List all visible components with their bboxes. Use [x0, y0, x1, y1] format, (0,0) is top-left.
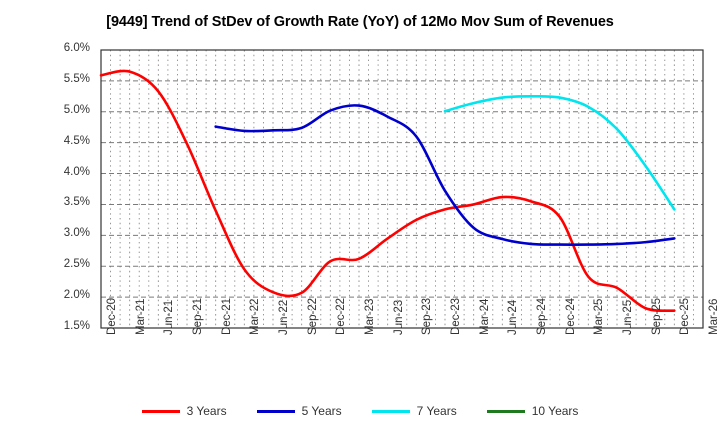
- x-axis-tick-label: Jun-24: [507, 299, 520, 335]
- x-axis-tick-label: Sep-25: [650, 297, 663, 335]
- x-axis-tick-label: Jun-23: [392, 299, 405, 335]
- x-axis-tick-label: Dec-20: [106, 297, 118, 335]
- data-series-group: [99, 69, 676, 313]
- x-axis-tick-label: Dec-22: [335, 297, 348, 335]
- legend-label: 3 Years: [186, 404, 227, 418]
- x-axis-tick-label: Sep-24: [536, 297, 548, 335]
- legend-swatch-icon: [371, 409, 410, 413]
- legend-label: 5 Years: [301, 404, 342, 418]
- y-axis-tick-label: 2.0%: [63, 289, 90, 302]
- y-axis-tick-label: 5.5%: [63, 72, 90, 85]
- x-axis-tick-label: Mar-25: [593, 298, 606, 335]
- x-axis-tick-label: Jun-25: [622, 299, 634, 335]
- x-axis-tick-label: Jun-21: [163, 299, 176, 335]
- series-line-3-years: [99, 69, 676, 313]
- x-axis-tick-label: Mar-22: [249, 298, 262, 335]
- series-line-5-years: [214, 104, 676, 246]
- legend-swatch-icon: [486, 409, 525, 413]
- x-axis-tick-label: Dec-21: [220, 297, 233, 335]
- y-axis-tick-label: 3.5%: [63, 196, 90, 209]
- x-axis-tick-label: Mar-23: [364, 298, 376, 335]
- y-axis-tick-label: 4.0%: [63, 165, 90, 178]
- x-axis-tick-label: Sep-22: [306, 297, 319, 335]
- gridlines-vertical-monthly: [110, 50, 694, 328]
- plot-background: [101, 50, 703, 328]
- y-axis-tick-label: 6.0%: [63, 42, 90, 54]
- x-axis-tick-label: Dec-25: [679, 297, 692, 335]
- legend-swatch-icon: [141, 409, 180, 413]
- legend-item-10-years[interactable]: 10 Years: [486, 404, 579, 418]
- x-axis-tick-label: Dec-23: [450, 297, 462, 335]
- y-axis-tick-label: 2.5%: [63, 258, 90, 271]
- legend-item-7-years[interactable]: 7 Years: [371, 404, 457, 418]
- legend-item-3-years[interactable]: 3 Years: [141, 404, 227, 418]
- legend-label: 7 Years: [416, 404, 457, 418]
- y-axis-tick-label: 5.0%: [63, 103, 90, 116]
- x-axis-tick-label: Mar-24: [478, 298, 491, 335]
- x-axis-tick-label: Jun-22: [278, 299, 290, 335]
- legend-swatch-icon: [256, 409, 295, 413]
- x-axis-tick-label: Dec-24: [564, 297, 577, 335]
- y-axis-tick-label: 1.5%: [63, 320, 90, 332]
- chart-legend: 3 Years 5 Years 7 Years 10 Years: [0, 404, 720, 418]
- legend-item-5-years[interactable]: 5 Years: [256, 404, 342, 418]
- chart-title: [9449] Trend of StDev of Growth Rate (Yo…: [106, 14, 614, 30]
- x-axis-tick-label: Mar-21: [134, 298, 147, 335]
- x-axis-tick-label: Sep-21: [192, 297, 204, 335]
- y-axis-tick-label: 4.5%: [63, 134, 90, 147]
- x-axis-tick-label: Mar-26: [708, 298, 720, 335]
- y-axis-tick-label: 3.0%: [63, 227, 90, 240]
- series-line-7-years: [443, 94, 676, 211]
- legend-label: 10 Years: [531, 404, 579, 418]
- x-axis-tick-label: Sep-23: [421, 297, 434, 335]
- gridlines-horizontal: [101, 80, 703, 298]
- plot-frame: [100, 49, 704, 329]
